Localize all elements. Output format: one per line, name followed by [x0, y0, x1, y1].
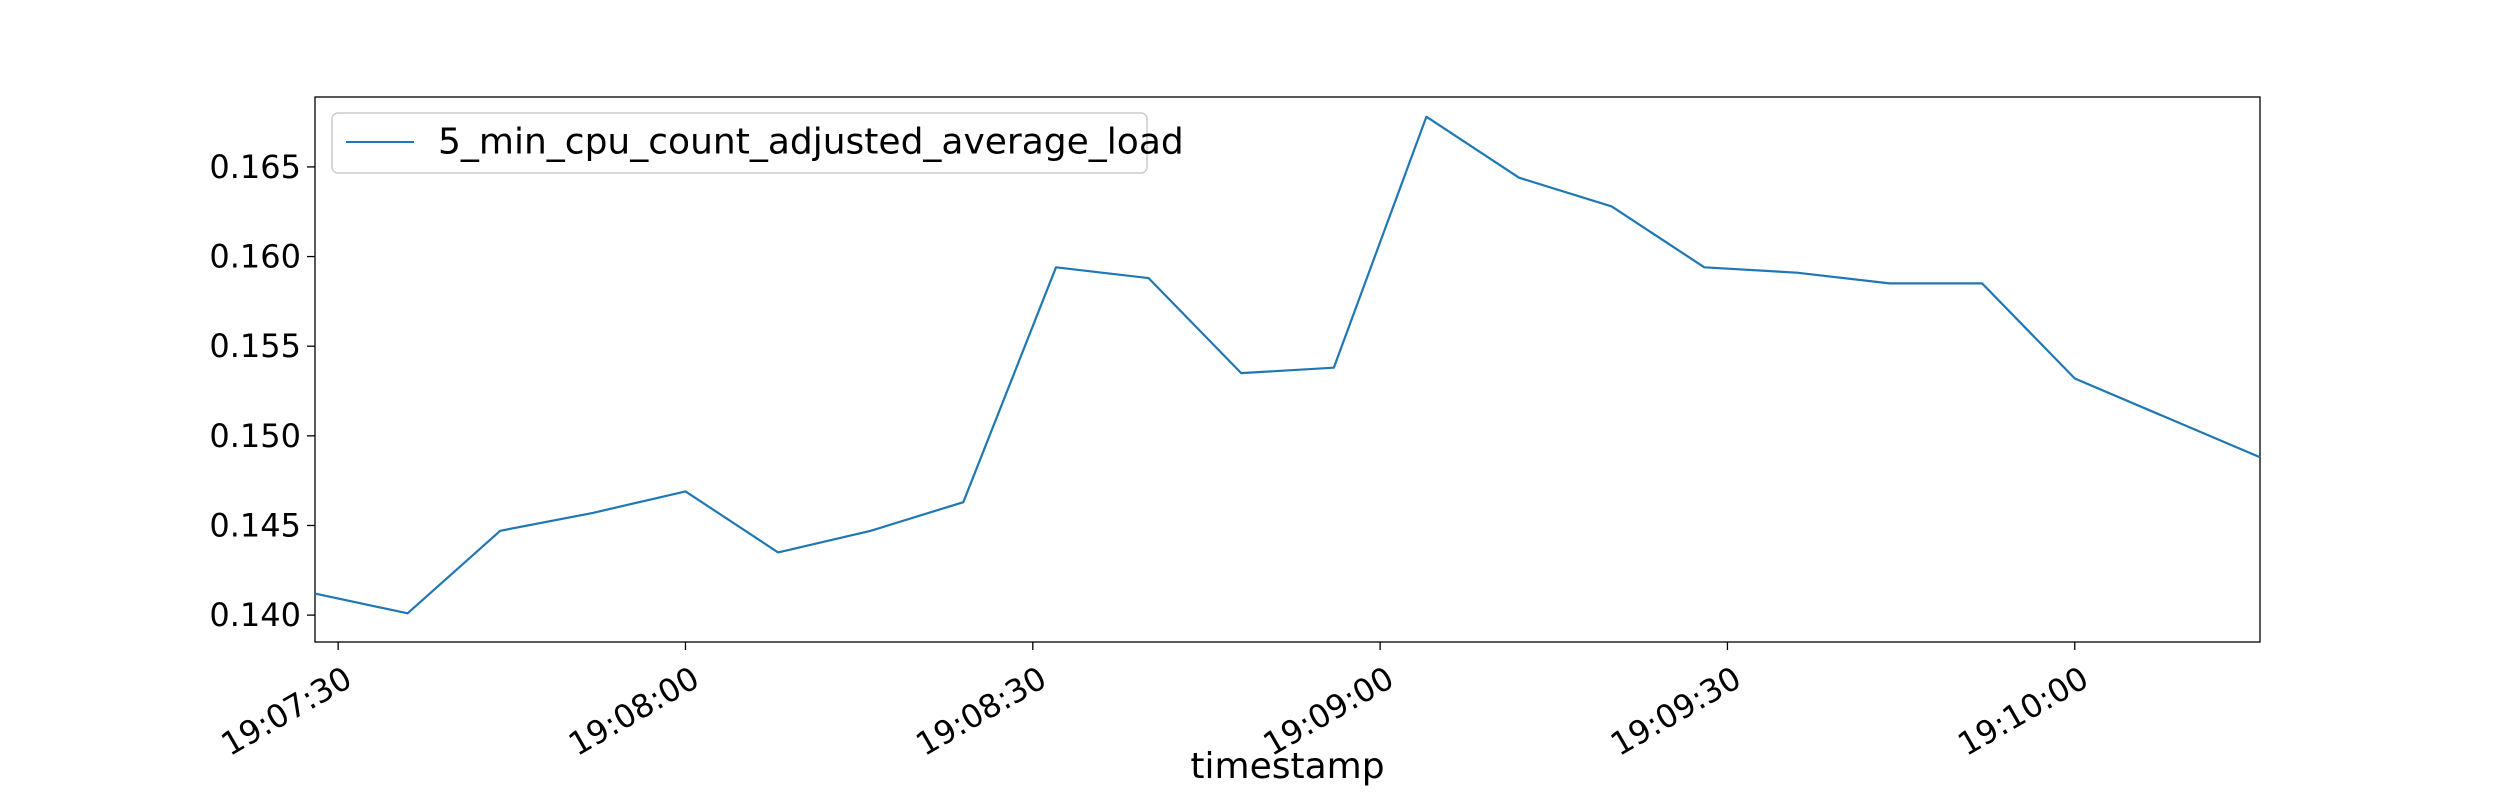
y-axis: 0.140 0.145 0.150 0.155 0.160 0.165 [209, 148, 315, 634]
x-tick-label: 19:08:00 [562, 659, 705, 764]
y-tick-label: 0.165 [209, 148, 301, 186]
plot-area [314, 96, 2261, 643]
x-axis-label: timestamp [1190, 746, 1384, 787]
legend-box [331, 112, 1148, 174]
series-layer [314, 115, 2261, 615]
y-tick-label: 0.140 [209, 596, 301, 634]
legend-label: 5_min_cpu_count_adjusted_average_load [438, 122, 1184, 163]
x-axis: 19:07:30 19:08:00 19:08:30 19:09:00 19:09:30… [215, 642, 2095, 764]
y-tick-label: 0.145 [209, 506, 301, 544]
y-tick-label: 0.160 [209, 238, 301, 276]
series-line [314, 115, 2261, 615]
x-tick-label: 19:09:30 [1604, 659, 1747, 764]
legend: 5_min_cpu_count_adjusted_average_load [331, 112, 1184, 174]
x-tick-label: 19:07:30 [215, 659, 358, 764]
plot-frame [314, 96, 2261, 643]
y-tick-label: 0.155 [209, 327, 301, 365]
x-tick-label: 19:08:30 [909, 659, 1052, 764]
x-tick-label: 19:10:00 [1951, 659, 2094, 764]
y-tick-label: 0.150 [209, 417, 301, 455]
